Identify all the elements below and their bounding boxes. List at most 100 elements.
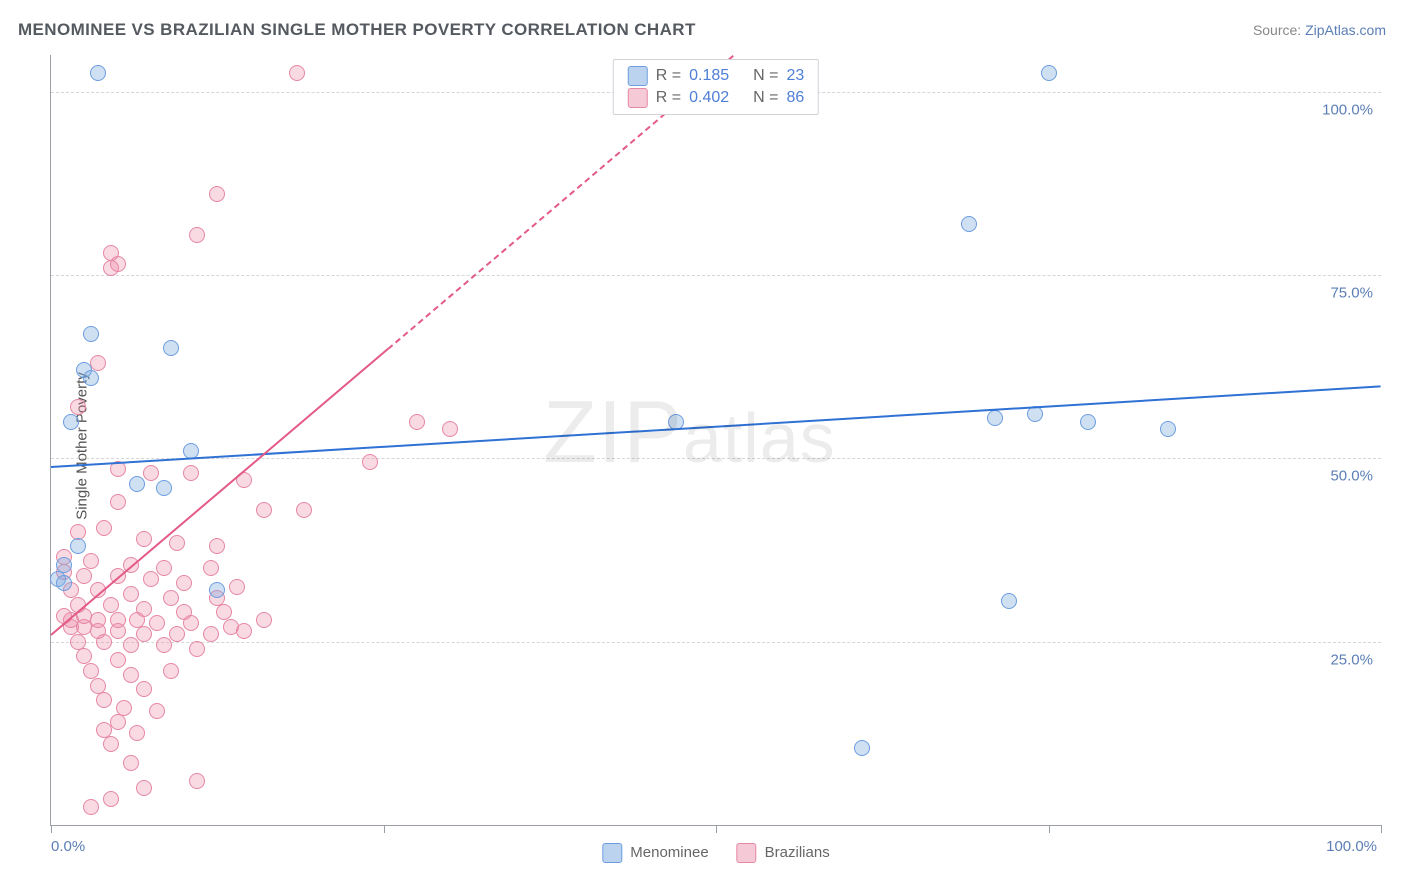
n-label: N = [753, 89, 778, 107]
data-point [1001, 593, 1017, 609]
watermark: ZIPatlas [543, 381, 836, 483]
y-tick-label: 100.0% [1322, 101, 1373, 118]
data-point [362, 454, 378, 470]
x-tick [1381, 825, 1382, 833]
data-point [189, 773, 205, 789]
data-point [129, 612, 145, 628]
data-point [156, 560, 172, 576]
data-point [56, 575, 72, 591]
data-point [209, 186, 225, 202]
data-point [1041, 65, 1057, 81]
data-point [90, 65, 106, 81]
data-point [149, 615, 165, 631]
menominee-swatch-icon [602, 843, 622, 863]
data-point [163, 340, 179, 356]
data-point [296, 502, 312, 518]
data-point [129, 725, 145, 741]
data-point [90, 678, 106, 694]
source-link[interactable]: ZipAtlas.com [1305, 22, 1386, 38]
legend-label-brazilians: Brazilians [765, 844, 830, 861]
gridline [51, 642, 1381, 643]
data-point [96, 520, 112, 536]
data-point [116, 700, 132, 716]
data-point [176, 575, 192, 591]
data-point [110, 652, 126, 668]
data-point [256, 502, 272, 518]
x-tick [384, 825, 385, 833]
data-point [209, 538, 225, 554]
chart-title: MENOMINEE VS BRAZILIAN SINGLE MOTHER POV… [18, 20, 696, 40]
data-point [163, 663, 179, 679]
data-point [169, 626, 185, 642]
data-point [110, 623, 126, 639]
stats-legend: R = 0.185 N = 23 R = 0.402 N = 86 [613, 59, 819, 115]
data-point [156, 637, 172, 653]
data-point [1080, 414, 1096, 430]
scatter-plot: ZIPatlas R = 0.185 N = 23 R = 0.402 N = … [50, 55, 1381, 826]
data-point [83, 553, 99, 569]
data-point [163, 590, 179, 606]
data-point [70, 399, 86, 415]
data-point [70, 524, 86, 540]
r-value-brazilians: 0.402 [689, 89, 745, 107]
y-tick-label: 75.0% [1330, 285, 1373, 302]
data-point [289, 65, 305, 81]
data-point [96, 722, 112, 738]
data-point [76, 648, 92, 664]
y-tick-label: 25.0% [1330, 651, 1373, 668]
data-point [136, 780, 152, 796]
x-tick-label: 100.0% [1326, 838, 1377, 855]
series-legend: Menominee Brazilians [602, 843, 829, 863]
data-point [203, 560, 219, 576]
data-point [183, 465, 199, 481]
data-point [156, 480, 172, 496]
data-point [216, 604, 232, 620]
data-point [110, 494, 126, 510]
data-point [83, 370, 99, 386]
data-point [129, 476, 145, 492]
data-point [1027, 406, 1043, 422]
source-credit: Source: ZipAtlas.com [1253, 22, 1386, 38]
brazilians-swatch-icon [628, 88, 648, 108]
data-point [76, 568, 92, 584]
data-point [136, 626, 152, 642]
legend-item-menominee: Menominee [602, 843, 708, 863]
data-point [123, 667, 139, 683]
data-point [409, 414, 425, 430]
y-tick-label: 50.0% [1330, 468, 1373, 485]
data-point [56, 557, 72, 573]
data-point [854, 740, 870, 756]
data-point [209, 582, 225, 598]
data-point [70, 634, 86, 650]
data-point [189, 227, 205, 243]
r-value-menominee: 0.185 [689, 67, 745, 85]
data-point [123, 586, 139, 602]
data-point [70, 538, 86, 554]
data-point [103, 791, 119, 807]
brazilians-swatch-icon [737, 843, 757, 863]
data-point [169, 535, 185, 551]
data-point [961, 216, 977, 232]
legend-item-brazilians: Brazilians [737, 843, 830, 863]
data-point [83, 799, 99, 815]
data-point [103, 597, 119, 613]
data-point [136, 681, 152, 697]
data-point [229, 579, 245, 595]
trend-line [51, 385, 1381, 468]
menominee-swatch-icon [628, 66, 648, 86]
n-label: N = [753, 67, 778, 85]
data-point [83, 663, 99, 679]
data-point [143, 571, 159, 587]
r-label: R = [656, 89, 681, 107]
data-point [83, 326, 99, 342]
data-point [203, 626, 219, 642]
data-point [442, 421, 458, 437]
x-tick-label: 0.0% [51, 838, 85, 855]
data-point [149, 703, 165, 719]
data-point [987, 410, 1003, 426]
data-point [103, 736, 119, 752]
x-tick [1049, 825, 1050, 833]
data-point [136, 531, 152, 547]
x-tick [716, 825, 717, 833]
data-point [103, 260, 119, 276]
